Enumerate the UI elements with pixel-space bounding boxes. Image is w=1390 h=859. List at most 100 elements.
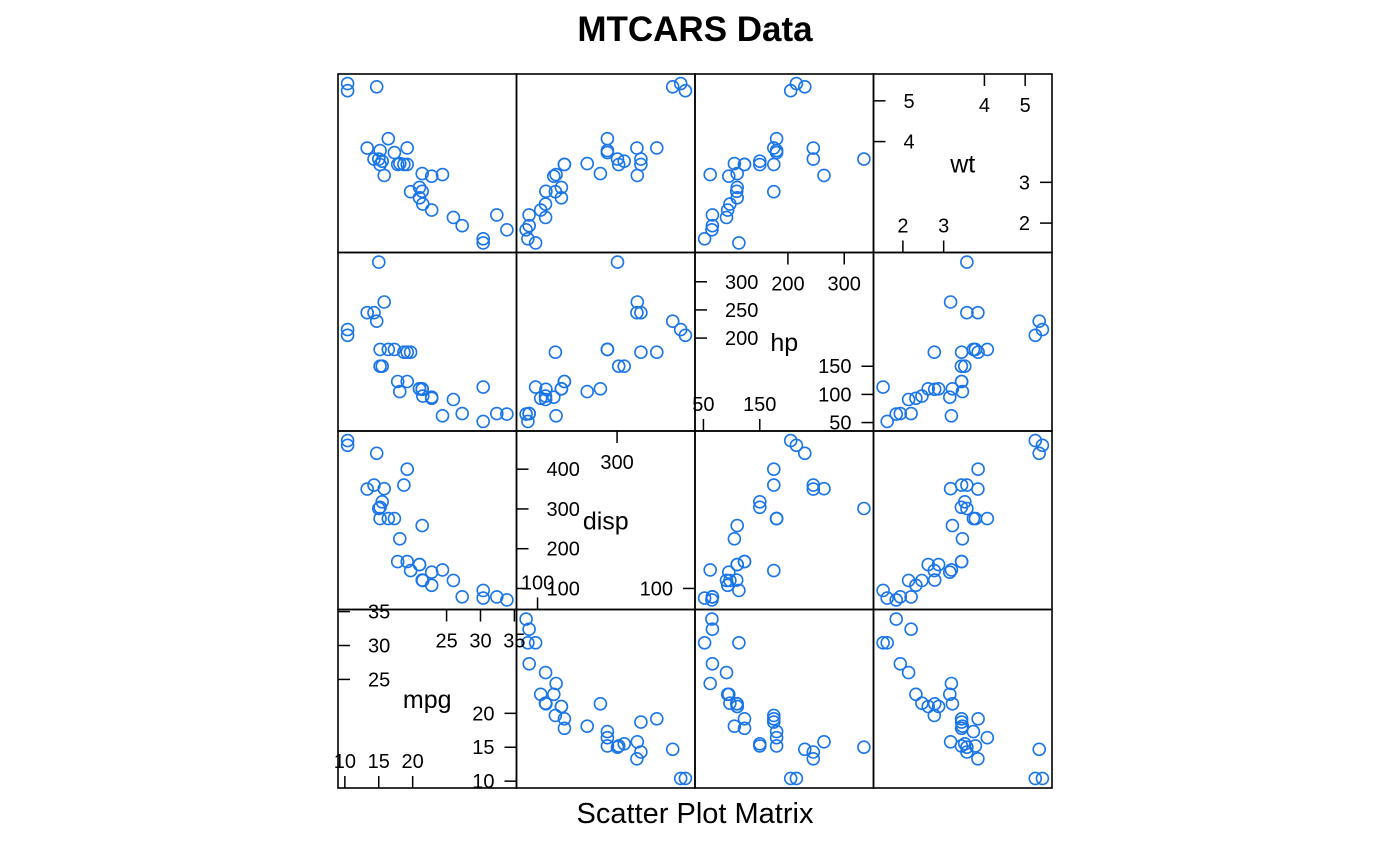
diag-tick-label-right-hp-2: 150 <box>818 356 851 378</box>
point-hp-vs-wt-4 <box>766 157 781 172</box>
point-wt-vs-mpg-16 <box>1032 742 1046 757</box>
point-wt-vs-disp-14 <box>1028 433 1043 448</box>
point-wt-vs-hp-23 <box>971 305 985 320</box>
point-mpg-vs-disp-19 <box>500 593 514 607</box>
point-hp-vs-mpg-9 <box>737 711 752 726</box>
point-hp-vs-disp-28 <box>817 481 831 496</box>
point-disp-vs-hp-5 <box>580 384 595 399</box>
point-wt-vs-disp-11 <box>980 511 995 526</box>
panel-border-3-3 <box>872 608 1053 789</box>
point-disp-vs-mpg-14 <box>678 771 693 786</box>
diag-tick-label-left-hp-0: 200 <box>725 328 758 350</box>
diag-label-disp: disp <box>583 507 629 535</box>
point-mpg-vs-hp-14 <box>340 328 355 343</box>
point-wt-vs-hp-24 <box>971 345 985 360</box>
point-wt-vs-disp-5 <box>955 531 970 546</box>
point-disp-vs-mpg-18 <box>521 635 535 650</box>
point-disp-vs-wt-29 <box>548 184 563 199</box>
point-hp-vs-mpg-4 <box>766 715 781 729</box>
diag-tick-label-bottom-wt-1: 3 <box>938 216 949 238</box>
point-hp-vs-mpg-20 <box>723 696 737 711</box>
point-hp-vs-mpg-13 <box>769 739 784 753</box>
point-wt-vs-mpg-31 <box>927 696 942 711</box>
point-disp-vs-mpg-15 <box>673 771 688 786</box>
point-hp-vs-disp-23 <box>806 482 821 496</box>
point-hp-vs-wt-22 <box>752 157 767 172</box>
point-mpg-vs-hp-13 <box>373 342 387 357</box>
diag-tick-label-left-hp-2: 300 <box>725 272 758 294</box>
point-wt-vs-mpg-12 <box>966 724 981 739</box>
point-hp-vs-disp-1 <box>730 557 745 572</box>
point-wt-vs-hp-5 <box>955 384 970 399</box>
point-hp-vs-disp-15 <box>789 438 804 453</box>
point-disp-vs-mpg-4 <box>634 715 648 729</box>
point-mpg-vs-disp-30 <box>371 501 386 516</box>
diag-tick-label-right-mpg-1: 15 <box>472 737 494 759</box>
point-wt-vs-disp-13 <box>968 511 983 526</box>
point-mpg-vs-wt-26 <box>446 210 461 225</box>
point-hp-vs-mpg-6 <box>806 745 821 759</box>
point-mpg-vs-wt-14 <box>340 83 355 98</box>
point-hp-vs-disp-8 <box>721 565 736 580</box>
point-wt-vs-mpg-30 <box>960 740 974 755</box>
point-mpg-vs-hp-4 <box>397 345 411 360</box>
point-mpg-vs-wt-1 <box>412 180 427 195</box>
diag-tick-label-right-disp-0: 100 <box>640 578 673 600</box>
point-mpg-vs-wt-12 <box>387 145 402 160</box>
point-mpg-vs-wt-24 <box>400 141 415 155</box>
point-hp-vs-disp-18 <box>697 591 712 605</box>
point-disp-vs-wt-19 <box>519 223 533 237</box>
point-hp-vs-disp-29 <box>766 563 781 578</box>
point-disp-vs-mpg-16 <box>665 742 680 757</box>
point-hp-vs-disp-16 <box>797 446 812 461</box>
point-mpg-vs-hp-7 <box>435 408 450 423</box>
point-hp-vs-mpg-28 <box>817 734 831 749</box>
diag-tick-label-top-wt-0: 4 <box>979 95 990 117</box>
diag-tick-label-top-hp-0: 200 <box>771 274 804 296</box>
point-wt-vs-hp-7 <box>944 408 959 423</box>
point-mpg-vs-disp-29 <box>403 563 418 578</box>
point-disp-vs-mpg-19 <box>519 612 533 626</box>
point-hp-vs-wt-26 <box>719 210 734 225</box>
point-disp-vs-mpg-17 <box>522 622 536 637</box>
point-disp-vs-wt-25 <box>522 218 537 233</box>
point-wt-vs-mpg-15 <box>1035 771 1050 786</box>
point-wt-vs-mpg-28 <box>943 734 958 749</box>
point-disp-vs-hp-20 <box>538 389 553 403</box>
point-hp-vs-mpg-26 <box>719 665 734 680</box>
point-disp-vs-mpg-28 <box>630 734 645 749</box>
point-mpg-vs-disp-31 <box>415 573 430 587</box>
point-wt-vs-hp-26 <box>901 392 916 407</box>
point-hp-vs-mpg-8 <box>721 687 736 702</box>
point-disp-vs-hp-26 <box>538 392 553 407</box>
point-wt-vs-hp-28 <box>943 295 958 309</box>
point-hp-vs-wt-28 <box>817 168 831 183</box>
point-mpg-vs-disp-8 <box>424 565 439 580</box>
point-hp-vs-mpg-16 <box>797 742 812 757</box>
point-mpg-vs-hp-19 <box>500 407 514 421</box>
point-mpg-vs-hp-15 <box>340 322 355 337</box>
point-wt-vs-mpg-8 <box>942 687 957 702</box>
point-mpg-vs-disp-1 <box>412 557 427 572</box>
x-axis-label: Scatter Plot Matrix <box>576 798 814 830</box>
point-mpg-vs-wt-23 <box>360 141 375 155</box>
point-mpg-vs-wt-3 <box>415 166 430 181</box>
point-mpg-vs-disp-12 <box>387 511 402 526</box>
point-mpg-vs-hp-11 <box>381 342 396 357</box>
point-disp-vs-hp-10 <box>557 374 572 389</box>
point-wt-vs-disp-27 <box>876 583 890 598</box>
diag-tick-label-left-mpg-1: 30 <box>368 636 390 658</box>
point-wt-vs-mpg-14 <box>1028 771 1043 786</box>
point-mpg-vs-wt-18 <box>476 232 491 246</box>
point-disp-vs-wt-23 <box>630 141 644 155</box>
point-disp-vs-wt-13 <box>600 143 615 158</box>
point-wt-vs-disp-28 <box>943 481 958 496</box>
point-hp-vs-wt-2 <box>720 203 735 217</box>
point-disp-vs-hp-27 <box>528 380 543 394</box>
point-hp-vs-mpg-7 <box>703 676 718 691</box>
point-disp-vs-wt-17 <box>522 208 536 222</box>
point-wt-vs-hp-31 <box>927 382 942 397</box>
point-disp-vs-hp-8 <box>546 390 561 405</box>
point-hp-vs-mpg-18 <box>697 635 712 650</box>
